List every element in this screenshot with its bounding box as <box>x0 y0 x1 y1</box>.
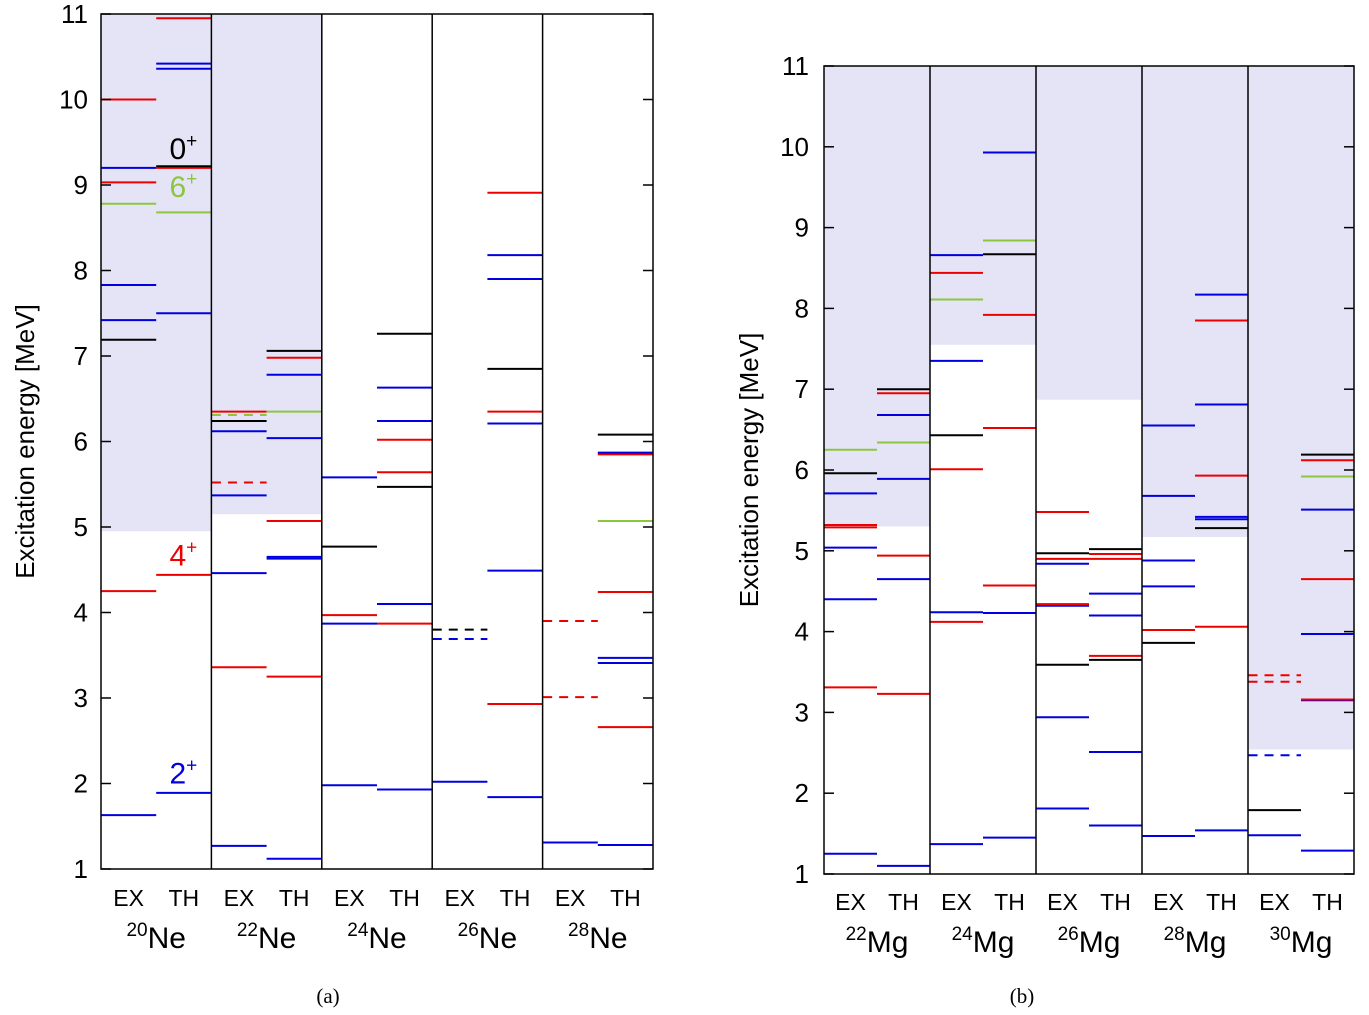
y-tick-label: 8 <box>74 256 88 286</box>
isotope-label-26Ne: 26Ne <box>458 920 518 955</box>
x-tick-label-th: TH <box>389 885 420 911</box>
isotope-label-22Mg: 22Mg <box>846 924 909 959</box>
y-tick-label: 9 <box>74 170 88 200</box>
isotope-label-24Ne: 24Ne <box>347 920 407 955</box>
x-tick-label-th: TH <box>1100 889 1131 915</box>
y-tick-label: 2 <box>795 778 809 808</box>
panel-caption: (b) <box>1010 984 1035 1008</box>
y-tick-label: 5 <box>74 512 88 542</box>
panel-b: 1 2 3 4 5 6 7 8 9 10 11 Excitation energy [MeV] EX TH… <box>734 51 1355 1008</box>
shaded-region-28Mg <box>1142 66 1248 538</box>
x-tick-label-ex: EX <box>835 889 866 915</box>
y-tick-label: 2 <box>74 769 88 799</box>
y-tick-label: 9 <box>795 213 809 243</box>
isotope-label-28Ne: 28Ne <box>568 920 628 955</box>
x-tick-label-th: TH <box>168 885 199 911</box>
spin-label-2plus: 2+ <box>169 755 197 790</box>
spin-label-4plus: 4+ <box>169 537 197 572</box>
y-tick-label: 1 <box>795 859 809 889</box>
x-tick-label-th: TH <box>500 885 531 911</box>
x-tick-label-th: TH <box>279 885 310 911</box>
shaded-region-26Mg <box>1036 66 1142 400</box>
shaded-region-24Mg <box>930 66 1036 345</box>
y-tick-label: 7 <box>795 374 809 404</box>
x-tick-label-ex: EX <box>334 885 365 911</box>
y-tick-label: 6 <box>74 427 88 457</box>
y-axis-label: Excitation energy [MeV] <box>734 333 764 608</box>
y-tick-label: 10 <box>780 132 809 162</box>
y-axis-label: Excitation energy [MeV] <box>10 304 40 579</box>
y-tick-label: 4 <box>74 598 88 628</box>
spin-label-6plus: 6+ <box>169 169 197 204</box>
x-tick-label-ex: EX <box>1259 889 1290 915</box>
shaded-region-22Ne <box>211 14 322 515</box>
y-tick-label: 11 <box>61 0 88 29</box>
y-tick-label: 7 <box>74 341 88 371</box>
x-tick-label-ex: EX <box>113 885 144 911</box>
isotope-label-22Ne: 22Ne <box>237 920 297 955</box>
x-tick-label-ex: EX <box>941 889 972 915</box>
x-tick-label-ex: EX <box>1047 889 1078 915</box>
shaded-region-30Mg <box>1248 66 1354 750</box>
y-tick-label: 3 <box>74 683 88 713</box>
shaded-region-22Mg <box>824 66 930 527</box>
y-tick-label: 11 <box>782 51 809 81</box>
shaded-region-20Ne <box>101 14 212 532</box>
panel-a: 1 2 3 4 5 6 7 8 9 10 11 Excitation energy [MeV] EX TH… <box>10 0 654 1008</box>
y-tick-label: 1 <box>74 854 88 884</box>
x-tick-label-th: TH <box>610 885 641 911</box>
spin-label-0plus: 0+ <box>169 131 197 166</box>
x-tick-label-th: TH <box>994 889 1025 915</box>
x-tick-label-th: TH <box>1206 889 1237 915</box>
x-tick-label-th: TH <box>1312 889 1343 915</box>
isotope-label-28Mg: 28Mg <box>1164 924 1227 959</box>
y-tick-label: 6 <box>795 455 809 485</box>
isotope-label-30Mg: 30Mg <box>1270 924 1333 959</box>
isotope-label-20Ne: 20Ne <box>126 920 186 955</box>
isotope-label-24Mg: 24Mg <box>952 924 1015 959</box>
panel-caption: (a) <box>316 984 339 1008</box>
x-tick-label-ex: EX <box>224 885 255 911</box>
y-tick-label: 8 <box>795 293 809 323</box>
isotope-label-26Mg: 26Mg <box>1058 924 1121 959</box>
y-tick-label: 5 <box>795 536 809 566</box>
x-tick-label-ex: EX <box>1153 889 1184 915</box>
y-tick-label: 3 <box>795 697 809 727</box>
y-tick-label: 10 <box>59 85 88 115</box>
x-tick-label-ex: EX <box>444 885 475 911</box>
x-tick-label-th: TH <box>888 889 919 915</box>
y-tick-label: 4 <box>795 617 809 647</box>
x-tick-label-ex: EX <box>555 885 586 911</box>
